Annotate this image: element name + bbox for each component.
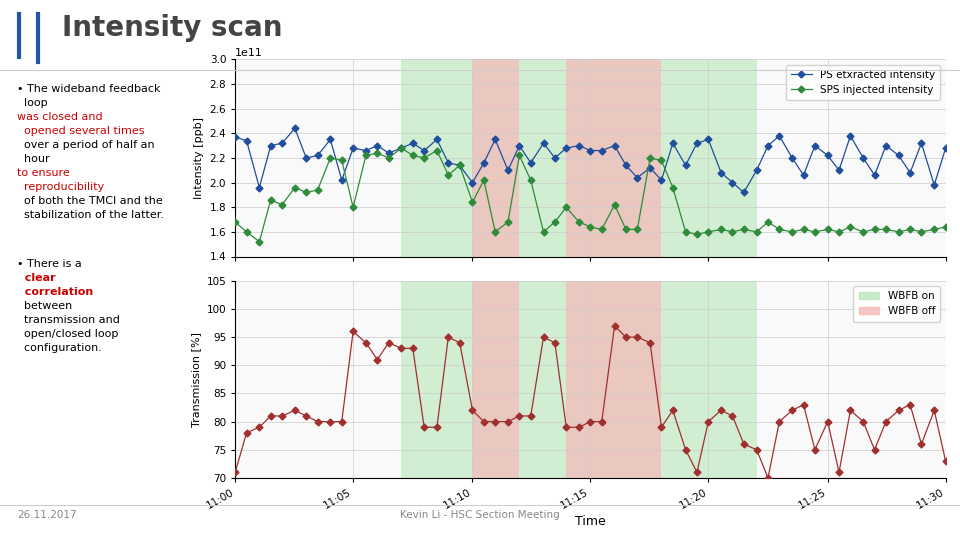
Text: transmission and: transmission and <box>17 315 120 326</box>
X-axis label: Time: Time <box>575 515 606 528</box>
SPS injected intensity <box>253 239 265 245</box>
Text: to ensure: to ensure <box>17 168 70 178</box>
SPS injected intensity <box>383 154 395 161</box>
PS etxracted intensity <box>229 134 241 140</box>
SPS injected intensity <box>680 228 691 235</box>
Text: between: between <box>17 301 73 312</box>
Bar <box>401 281 756 478</box>
Line: PS etxracted intensity: PS etxracted intensity <box>232 126 948 195</box>
Text: loop: loop <box>17 98 52 108</box>
Legend: WBFB on, WBFB off: WBFB on, WBFB off <box>853 286 941 322</box>
Text: stabilization of the latter.: stabilization of the latter. <box>17 210 164 220</box>
Text: 1e11: 1e11 <box>235 49 263 58</box>
Y-axis label: Intensity [ppb]: Intensity [ppb] <box>194 117 204 199</box>
Text: over a period of half an: over a period of half an <box>17 140 155 150</box>
SPS injected intensity <box>869 226 880 233</box>
Text: of both the TMCI and the: of both the TMCI and the <box>17 196 163 206</box>
Text: clear: clear <box>17 273 56 284</box>
SPS injected intensity <box>632 226 643 233</box>
Text: Kevin Li - HSC Section Meeting: Kevin Li - HSC Section Meeting <box>400 510 560 521</box>
Bar <box>566 59 661 256</box>
Bar <box>472 59 519 256</box>
Line: SPS injected intensity: SPS injected intensity <box>232 146 948 244</box>
Legend: PS etxracted intensity, SPS injected intensity: PS etxracted intensity, SPS injected int… <box>785 65 941 100</box>
Text: open/closed loop: open/closed loop <box>17 329 119 340</box>
Bar <box>566 281 661 478</box>
Text: configuration.: configuration. <box>17 343 102 354</box>
Text: Intensity scan: Intensity scan <box>62 14 283 42</box>
PS etxracted intensity <box>738 189 750 195</box>
SPS injected intensity <box>229 219 241 225</box>
SPS injected intensity <box>940 224 951 230</box>
Text: was closed and: was closed and <box>17 112 103 122</box>
Text: 26.11.2017: 26.11.2017 <box>17 510 77 521</box>
Text: hour: hour <box>17 154 54 164</box>
PS etxracted intensity <box>289 125 300 132</box>
PS etxracted intensity <box>407 140 419 146</box>
Text: • The wideband feedback: • The wideband feedback <box>17 84 160 94</box>
PS etxracted intensity <box>490 136 501 143</box>
Bar <box>472 281 519 478</box>
PS etxracted intensity <box>869 172 880 178</box>
Text: opened several times: opened several times <box>17 126 145 136</box>
Bar <box>401 59 756 256</box>
SPS injected intensity <box>419 154 430 161</box>
Text: reproducibility: reproducibility <box>17 182 105 192</box>
PS etxracted intensity <box>940 145 951 151</box>
PS etxracted intensity <box>620 162 632 168</box>
SPS injected intensity <box>396 145 407 151</box>
PS etxracted intensity <box>667 140 679 146</box>
PS etxracted intensity <box>383 150 395 156</box>
Y-axis label: Transmission [%]: Transmission [%] <box>191 332 201 427</box>
Text: correlation: correlation <box>17 287 93 298</box>
Text: • There is a: • There is a <box>17 259 85 269</box>
SPS injected intensity <box>502 219 514 225</box>
